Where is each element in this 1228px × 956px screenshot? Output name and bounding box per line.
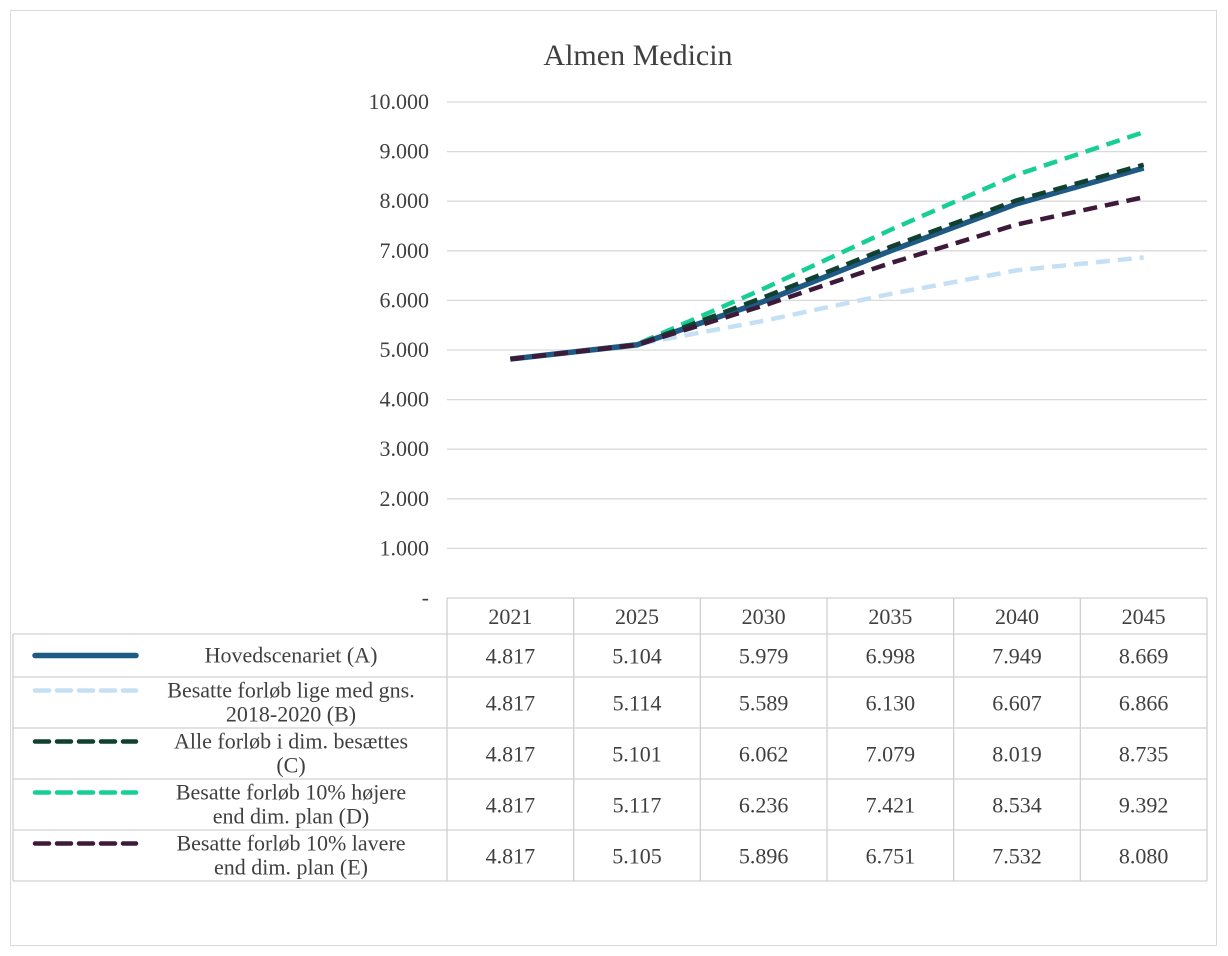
table-cell-value: 5.589 xyxy=(739,691,789,716)
series-name: Besatte forløb 10% højere xyxy=(176,780,406,805)
y-tick-label: - xyxy=(422,585,429,610)
series-line xyxy=(510,255,1144,362)
chart-title: Almen Medicin xyxy=(543,39,732,72)
y-tick-label: 4.000 xyxy=(380,387,430,412)
table-cell-value: 4.817 xyxy=(486,644,536,669)
gridlines xyxy=(447,101,1207,550)
table-cell-value: 6.607 xyxy=(992,691,1042,716)
table-cell-value: 6.751 xyxy=(866,844,916,869)
x-category-label: 2045 xyxy=(1122,604,1166,629)
table-cell-value: 4.817 xyxy=(486,691,536,716)
series-name: (C) xyxy=(276,753,305,778)
series-name: end dim. plan (D) xyxy=(213,804,369,829)
table-cell-value: 6.062 xyxy=(739,742,789,767)
table-cell-value: 6.998 xyxy=(866,644,916,669)
series-line xyxy=(510,162,1145,362)
table-cell-value: 7.421 xyxy=(866,793,916,818)
table-cell-value: 8.019 xyxy=(992,742,1042,767)
y-tick-label: 3.000 xyxy=(380,436,430,461)
series-line xyxy=(510,165,1145,362)
table-cell-value: 8.534 xyxy=(992,793,1042,818)
table-cell-value: 4.817 xyxy=(486,742,536,767)
table-cell-value: 6.866 xyxy=(1119,691,1169,716)
table-cell-value: 4.817 xyxy=(486,793,536,818)
y-tick-label: 8.000 xyxy=(380,188,430,213)
series-line xyxy=(510,130,1145,362)
y-tick-label: 2.000 xyxy=(380,486,430,511)
series-name: end dim. plan (E) xyxy=(214,855,368,880)
table-cell-value: 5.114 xyxy=(613,691,662,716)
table-cell-value: 8.669 xyxy=(1119,644,1169,669)
x-category-label: 2040 xyxy=(995,604,1039,629)
y-tick-label: 1.000 xyxy=(380,535,430,560)
table-cell-value: 5.896 xyxy=(739,844,789,869)
y-tick-label: 5.000 xyxy=(380,337,430,362)
table-cell-value: 7.079 xyxy=(866,742,916,767)
y-tick-label: 6.000 xyxy=(380,287,430,312)
table-cell-value: 8.080 xyxy=(1119,844,1169,869)
table-cell-value: 6.130 xyxy=(866,691,916,716)
table-cell-value: 7.532 xyxy=(992,844,1042,869)
series-name: 2018-2020 (B) xyxy=(226,702,356,727)
table-cell-value: 5.117 xyxy=(613,793,662,818)
table-cell-value: 9.392 xyxy=(1119,793,1169,818)
table-cell-value: 5.101 xyxy=(612,742,662,767)
table-cell-value: 8.735 xyxy=(1119,742,1169,767)
series-name: Alle forløb i dim. besættes xyxy=(174,729,408,754)
y-tick-label: 7.000 xyxy=(380,238,430,263)
table-cell-value: 5.979 xyxy=(739,644,789,669)
y-tick-label: 9.000 xyxy=(380,139,430,164)
table-cell-value: 4.817 xyxy=(486,844,536,869)
table-cell-value: 5.105 xyxy=(612,844,662,869)
table-cell-value: 6.236 xyxy=(739,793,789,818)
chart-frame: Almen Medicin - 1.000 2.000 3.000 4.000 5.000… xyxy=(10,10,1217,946)
x-category-label: 2021 xyxy=(488,604,532,629)
series-name: Besatte forløb lige med gns. xyxy=(167,678,414,703)
y-tick-label: 10.000 xyxy=(369,89,430,114)
table-cell-value: 5.104 xyxy=(612,644,662,669)
data-table: 2021 2025 2030 2035 2040 2045 Hovedscenariet (… xyxy=(12,597,1208,882)
y-axis-ticks: - 1.000 2.000 3.000 4.000 5.000 6.000 7.000 8.00… xyxy=(369,89,430,610)
line-chart: Almen Medicin - 1.000 2.000 3.000 4.000 5.000… xyxy=(12,39,1208,882)
series-name: Besatte forløb 10% lavere xyxy=(176,831,405,856)
x-category-label: 2035 xyxy=(868,604,912,629)
series-lines xyxy=(510,130,1145,362)
x-category-label: 2030 xyxy=(742,604,786,629)
series-name: Hovedscenariet (A) xyxy=(205,643,378,668)
table-cell-value: 7.949 xyxy=(992,644,1042,669)
x-category-label: 2025 xyxy=(615,604,659,629)
